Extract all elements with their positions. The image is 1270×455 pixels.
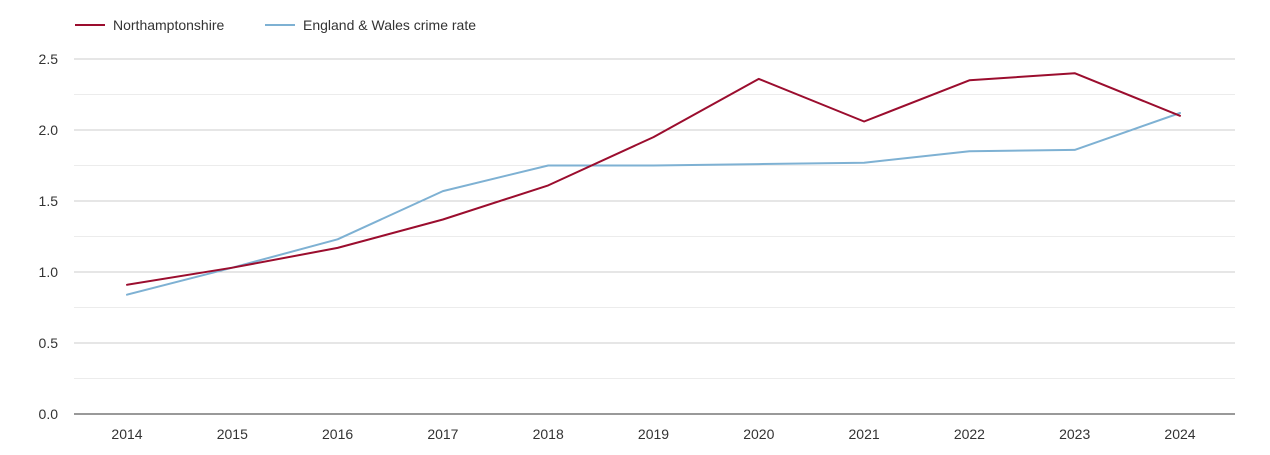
series-layer (127, 73, 1180, 295)
y-tick-label: 1.0 (39, 264, 59, 280)
x-tick-label: 2019 (638, 426, 669, 442)
legend-label: England & Wales crime rate (303, 17, 476, 33)
y-tick-label: 0.0 (39, 406, 59, 422)
x-tick-label: 2022 (954, 426, 985, 442)
x-tick-label: 2021 (849, 426, 880, 442)
y-tick-label: 0.5 (39, 335, 59, 351)
series-line-1 (127, 113, 1180, 295)
x-tick-label: 2018 (533, 426, 564, 442)
x-tick-label: 2024 (1164, 426, 1195, 442)
grid-layer (74, 59, 1235, 379)
legend-label: Northamptonshire (113, 17, 224, 33)
x-tick-label: 2014 (111, 426, 142, 442)
x-tick-label: 2023 (1059, 426, 1090, 442)
y-tick-label: 2.0 (39, 122, 59, 138)
x-tick-label: 2015 (217, 426, 248, 442)
axis-layer: 0.0 0.5 1.0 1.5 2.0 2.5 2014 2015 2016 2017 2018 20… (39, 51, 1235, 442)
x-tick-label: 2016 (322, 426, 353, 442)
x-tick-label: 2020 (743, 426, 774, 442)
y-tick-label: 1.5 (39, 193, 59, 209)
y-tick-label: 2.5 (39, 51, 59, 67)
x-tick-label: 2017 (427, 426, 458, 442)
legend: Northamptonshire England & Wales crime ra… (75, 17, 476, 33)
